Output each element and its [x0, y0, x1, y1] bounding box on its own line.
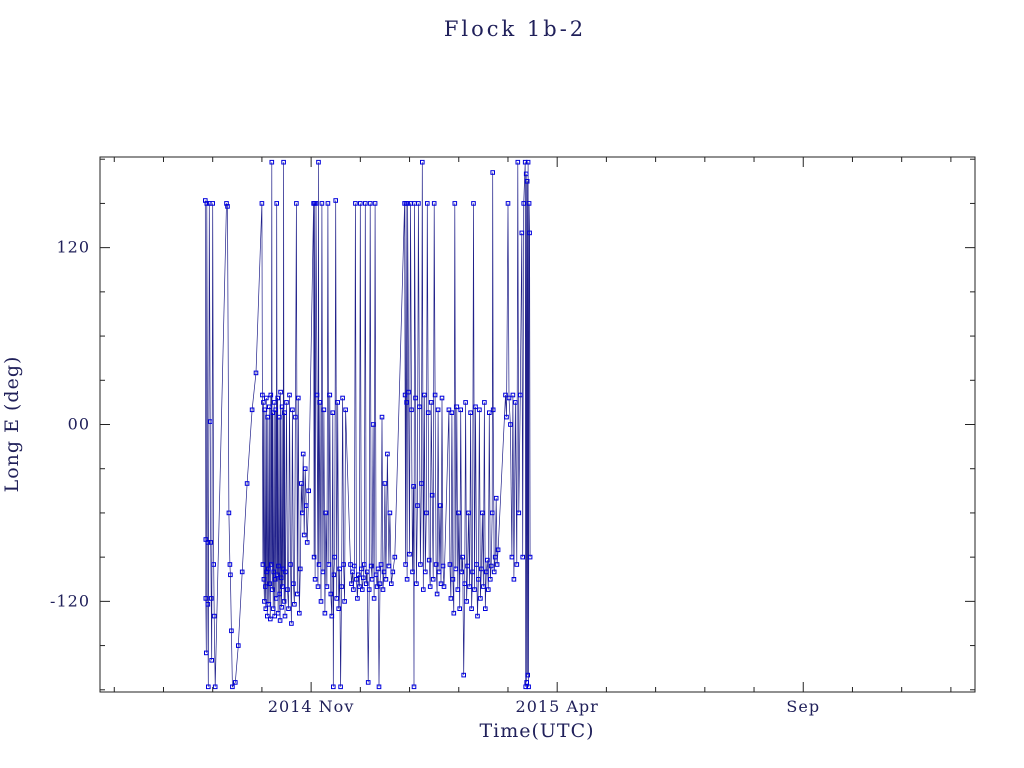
y-axis-title: Long E (deg): [1, 356, 23, 493]
data-series: [203, 159, 533, 690]
svg-text:120: 120: [56, 238, 90, 257]
svg-text:2014 Nov: 2014 Nov: [268, 697, 354, 716]
axis-tick-labels: 2014 Nov 2015 Apr Sep 120 00 -120: [50, 238, 820, 716]
chart-title: Flock 1b-2: [444, 17, 586, 41]
svg-text:-120: -120: [50, 591, 90, 610]
axis-ticks: [100, 157, 975, 692]
svg-text:00: 00: [68, 415, 90, 434]
svg-text:2015 Apr: 2015 Apr: [516, 697, 599, 716]
x-axis-title: Time(UTC): [479, 720, 594, 742]
svg-text:Sep: Sep: [786, 697, 820, 716]
